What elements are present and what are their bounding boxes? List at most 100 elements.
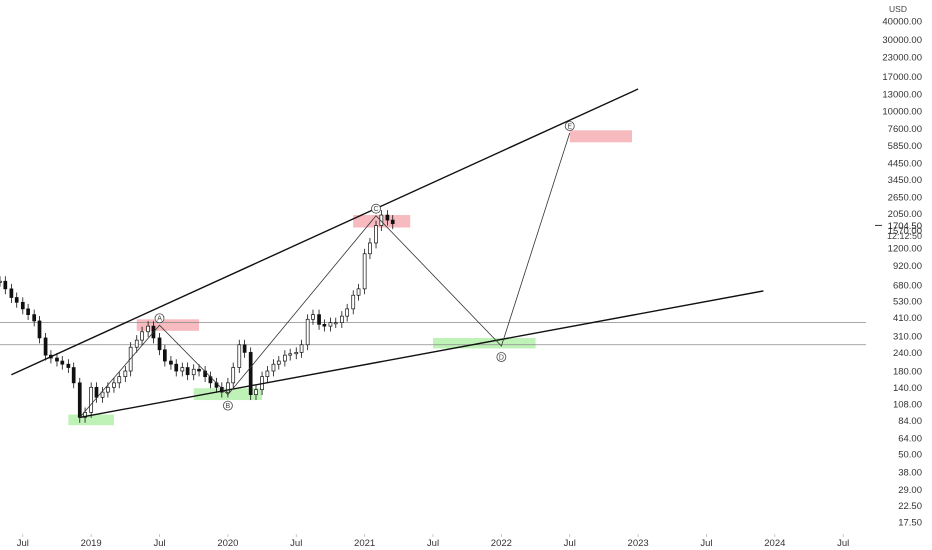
candle-7 — [37, 320, 42, 339]
candle-16 — [89, 386, 94, 413]
candle-14 — [77, 382, 82, 418]
y-tick-label: 310.00 — [893, 331, 922, 342]
candle-66 — [374, 225, 378, 244]
candle-0 — [0, 280, 2, 283]
y-tick-label: 17000.00 — [882, 72, 922, 83]
candle-65 — [368, 242, 372, 255]
y-tick-label: 10000.00 — [882, 106, 922, 117]
wave-marker-label: A — [157, 316, 162, 323]
wave-marker-label: B — [226, 403, 231, 410]
y-tick-label: 84.00 — [898, 416, 922, 427]
x-tick-label: 2020 — [217, 538, 238, 549]
wave-line — [79, 132, 571, 418]
candle-31 — [174, 363, 179, 372]
wave-marker-circle — [564, 121, 575, 131]
wave-marker-label: D — [499, 354, 504, 361]
candle-6 — [32, 314, 37, 322]
y-axis-unit: USD — [889, 4, 907, 14]
candle-63 — [356, 288, 361, 296]
y-tick-label: 410.00 — [893, 313, 922, 324]
y-tick-label: 5850.00 — [888, 141, 922, 152]
x-tick-label: 2022 — [491, 538, 512, 549]
price-series — [0, 210, 395, 423]
wave-marker-circle — [154, 313, 165, 324]
x-tick-label: Jul — [290, 538, 302, 549]
candle-55 — [311, 314, 315, 320]
wave-marker-label: C — [373, 206, 378, 213]
y-tick-label: 40000.00 — [882, 16, 922, 27]
candle-43 — [242, 344, 247, 353]
candle-67 — [379, 214, 384, 226]
candle-12 — [66, 363, 71, 368]
wave-marker-circle — [496, 352, 507, 362]
wave-marker-circle — [371, 203, 381, 214]
trend-line-1 — [79, 290, 764, 419]
candle-32 — [180, 367, 185, 372]
candle-22 — [123, 370, 128, 378]
y-tick-label: 240.00 — [893, 348, 922, 359]
candle-28 — [157, 337, 162, 351]
y-tick-label: 30000.00 — [882, 35, 922, 46]
wave-path — [79, 132, 571, 418]
candle-64 — [362, 253, 367, 290]
candle-19 — [106, 386, 110, 393]
y-tick-label: 38.00 — [898, 467, 922, 478]
wave-marker-e: E — [564, 121, 575, 131]
x-tick-label: Jul — [153, 538, 165, 549]
y-tick-label: 3450.00 — [888, 175, 922, 186]
y-tick-label: 50.00 — [898, 450, 922, 461]
candle-40 — [226, 382, 230, 393]
candle-58 — [328, 322, 333, 327]
y-tick-label: 680.00 — [893, 280, 922, 291]
y-tick-label: 108.00 — [893, 400, 922, 411]
candle-47 — [265, 370, 270, 378]
y-tick-label: 530.00 — [893, 297, 922, 308]
candle-30 — [169, 360, 173, 365]
x-tick-label: 2024 — [764, 538, 785, 549]
wave-marker-circle — [222, 400, 233, 411]
y-tick-label: 13000.00 — [882, 89, 922, 100]
candle-3 — [14, 297, 19, 303]
y-tick-label: 1570.00 — [888, 226, 922, 237]
candle-44 — [248, 352, 253, 396]
y-tick-label: 4450.00 — [888, 159, 922, 170]
candle-41 — [231, 367, 236, 384]
y-axis[interactable]: 40000.00 30000.00 23000.00 17000.00 13000.00… — [882, 4, 922, 529]
candle-62 — [351, 294, 356, 310]
zone-0 — [136, 319, 200, 331]
x-axis[interactable]: Jul 2019 Jul 2020 Jul 2021 Jul 2022 Jul 2023 Jul 20… — [17, 534, 850, 549]
x-tick-label: Jul — [837, 538, 849, 549]
candle-5 — [26, 308, 30, 315]
candle-11 — [60, 360, 65, 365]
candle-59 — [333, 322, 338, 325]
candle-13 — [71, 367, 76, 384]
y-tick-label: 140.00 — [893, 383, 922, 394]
candle-25 — [140, 331, 144, 341]
wave-marker-label: E — [567, 123, 572, 130]
candle-17 — [94, 386, 99, 398]
candle-69 — [390, 219, 395, 225]
candle-18 — [100, 391, 105, 398]
candle-8 — [43, 337, 48, 356]
trend-lines — [11, 88, 764, 419]
candle-4 — [20, 301, 25, 310]
y-tick-label: 1200.00 — [888, 244, 922, 255]
wave-markers: A B C D E — [154, 121, 575, 411]
candle-57 — [322, 324, 327, 327]
candle-68 — [385, 214, 390, 221]
candle-35 — [197, 368, 201, 372]
trend-line-0 — [11, 88, 639, 376]
y-tick-label: 2650.00 — [888, 192, 922, 203]
candle-60 — [339, 315, 344, 323]
y-tick-label: 2050.00 — [888, 209, 922, 220]
price-zones — [68, 130, 633, 426]
candle-52 — [294, 352, 299, 355]
candle-20 — [112, 382, 116, 388]
zone-3 — [68, 414, 114, 426]
y-tick-label: 23000.00 — [882, 52, 922, 63]
y-tick-label: 180.00 — [893, 367, 922, 378]
y-tick-label: 17.50 — [898, 518, 922, 529]
x-tick-label: 2021 — [354, 538, 375, 549]
